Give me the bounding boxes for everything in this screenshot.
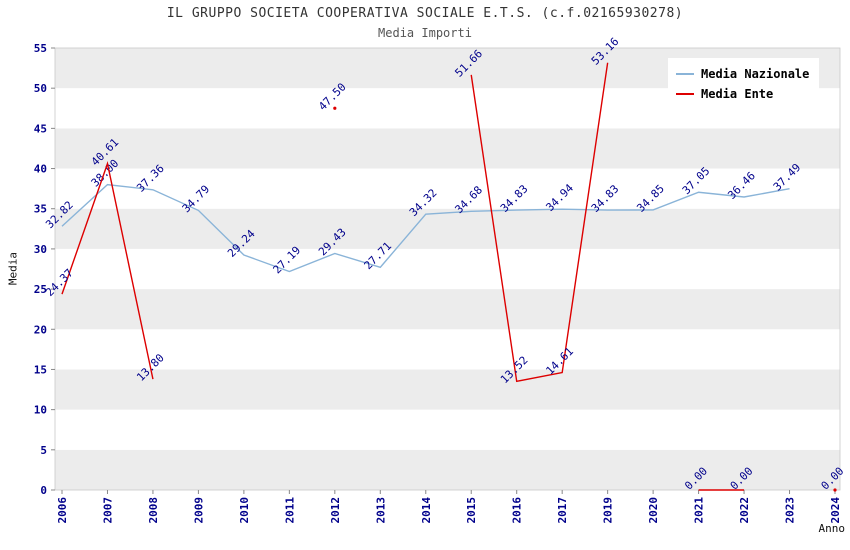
x-tick-label: 2019 (602, 497, 615, 524)
x-axis-title: Anno (818, 522, 846, 535)
media-ente-line-swatch (676, 93, 694, 95)
y-tick-label: 55 (34, 42, 47, 55)
plot-band (55, 289, 840, 330)
plot-band (55, 329, 840, 370)
plot-band (55, 208, 840, 249)
series-line-media-nazionale (61, 183, 790, 273)
y-tick-label: 15 (34, 363, 47, 376)
legend-label-media-ente: Media Ente (701, 87, 774, 101)
chart-subtitle: Media Importi (378, 26, 472, 40)
x-tick-label: 2010 (238, 497, 251, 524)
x-tick-label: 2011 (283, 497, 296, 524)
series-point-media-ente (833, 488, 837, 492)
x-tick-label: 2008 (147, 497, 160, 524)
x-tick-label: 2012 (329, 497, 342, 524)
x-tick-label: 2014 (420, 497, 433, 524)
y-tick-label: 45 (34, 122, 47, 135)
plot-band (55, 369, 840, 410)
y-tick-label: 20 (34, 323, 47, 336)
plot-band (55, 128, 840, 169)
plot-band (55, 248, 840, 290)
y-tick-label: 50 (34, 82, 47, 95)
y-tick-label: 5 (40, 444, 47, 457)
x-tick-label: 2016 (511, 497, 524, 524)
legend-label-media-nazionale: Media Nazionale (701, 67, 810, 81)
x-tick-label: 2024 (829, 497, 842, 524)
x-tick-label: 2009 (192, 497, 205, 524)
media-nazionale-line-swatch (676, 73, 694, 75)
x-tick-label: 2017 (556, 497, 569, 524)
plot-border (54, 47, 841, 491)
y-tick-label: 25 (34, 283, 47, 296)
plot-band (55, 449, 840, 490)
x-tick-label: 2020 (647, 497, 660, 524)
series-line-media-ente (470, 62, 609, 383)
x-tick-label: 2021 (693, 497, 706, 524)
y-axis-title: Media (6, 251, 20, 286)
y-tick-label: 40 (34, 163, 47, 176)
y-tick-label: 0 (40, 484, 47, 497)
x-tick-label: 2023 (784, 497, 797, 524)
series-point-media-ente (333, 106, 337, 110)
y-tick-label: 35 (34, 203, 47, 216)
y-tick-label: 10 (34, 404, 47, 417)
x-tick-label: 2007 (101, 497, 114, 524)
plot-band (55, 409, 840, 450)
x-tick-label: 2006 (56, 497, 69, 524)
y-tick-label: 30 (34, 243, 47, 256)
series-line-media-ente (61, 161, 154, 380)
chart-title: IL GRUPPO SOCIETA COOPERATIVA SOCIALE E.… (166, 6, 684, 21)
x-tick-label: 2013 (374, 497, 387, 524)
x-tick-label: 2015 (465, 497, 478, 524)
x-tick-label: 2022 (738, 497, 751, 524)
plot-band (55, 168, 840, 209)
legend: Media Nazionale Media Ente (668, 58, 820, 110)
legend-item-media-ente: Media Ente (676, 84, 809, 104)
legend-item-media-nazionale: Media Nazionale (676, 64, 809, 84)
